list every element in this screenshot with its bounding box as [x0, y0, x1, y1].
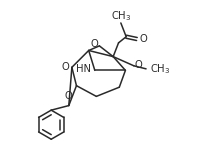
Text: HN: HN	[77, 64, 92, 74]
Text: O: O	[64, 91, 72, 101]
Text: CH$_3$: CH$_3$	[111, 9, 131, 23]
Text: O: O	[91, 39, 99, 49]
Text: O: O	[139, 34, 147, 45]
Text: CH$_3$: CH$_3$	[150, 62, 170, 76]
Text: O: O	[61, 62, 69, 72]
Text: O: O	[135, 60, 142, 70]
